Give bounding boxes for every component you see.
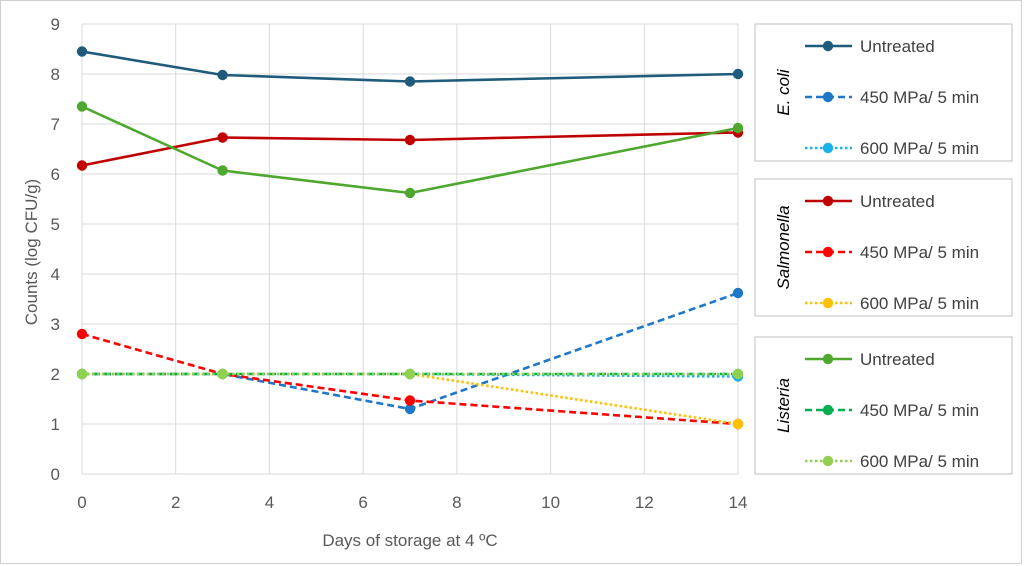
- legend: E. coli Untreated 450 MPa/ 5 min 600 MPa/ 5…: [754, 23, 1013, 475]
- data-point: [217, 368, 228, 380]
- y-tick-label: 4: [51, 265, 60, 284]
- x-tick-label: 10: [541, 493, 560, 512]
- y-tick-label: 7: [51, 115, 60, 134]
- x-tick-label: 2: [171, 493, 180, 512]
- series-line: [81, 332, 739, 426]
- series-line: [82, 291, 739, 411]
- legend-entry: Untreated: [860, 192, 935, 211]
- data-point: [732, 418, 744, 430]
- series-line: [81, 50, 739, 83]
- data-point: [404, 368, 416, 380]
- series-line: [81, 105, 739, 195]
- y-tick-label: 0: [51, 465, 60, 484]
- legend-entry: 600 MPa/ 5 min: [860, 452, 979, 471]
- x-tick-label: 4: [265, 493, 274, 512]
- gridlines: [81, 23, 739, 475]
- x-tick-label: 0: [77, 493, 86, 512]
- legend-entry: 450 MPa/ 5 min: [860, 401, 979, 420]
- data-point: [404, 403, 416, 415]
- data-point: [732, 68, 744, 80]
- data-point: [404, 395, 416, 406]
- data-point: [217, 165, 228, 176]
- x-tick-label: 6: [358, 493, 367, 512]
- data-point: [217, 69, 228, 81]
- data-point: [76, 160, 88, 171]
- legend-marker: [822, 404, 834, 416]
- legend-marker: [822, 455, 834, 467]
- y-tick-label: 9: [51, 15, 60, 34]
- legend-marker: [822, 142, 834, 154]
- legend-box: [754, 23, 1013, 162]
- legend-marker: [822, 91, 834, 103]
- y-tick-label: 5: [51, 215, 60, 234]
- data-point: [732, 368, 744, 380]
- legend-box: [754, 336, 1013, 475]
- series-lines: [76, 46, 744, 430]
- y-tick-label: 3: [51, 315, 60, 334]
- legend-entry: 600 MPa/ 5 min: [860, 139, 979, 158]
- data-point: [732, 122, 744, 134]
- legend-marker: [822, 40, 834, 52]
- legend-marker: [822, 195, 834, 207]
- data-point: [404, 187, 416, 199]
- legend-marker: [822, 246, 834, 258]
- data-point: [76, 46, 88, 57]
- data-point: [76, 328, 88, 340]
- data-point: [404, 134, 416, 146]
- x-axis-title: Days of storage at 4 ºC: [322, 531, 497, 550]
- data-point: [404, 76, 416, 87]
- legend-entry: 600 MPa/ 5 min: [860, 294, 979, 313]
- y-axis-title: Counts (log CFU/g): [22, 179, 41, 325]
- y-tick-label: 8: [51, 65, 60, 84]
- x-tick-label: 14: [729, 493, 748, 512]
- data-point: [76, 101, 88, 112]
- data-point: [217, 132, 228, 143]
- series-line: [81, 131, 739, 167]
- legend-group-label: Salmonella: [774, 205, 793, 289]
- legend-entry: Untreated: [860, 37, 935, 56]
- y-tick-label: 2: [51, 365, 60, 384]
- data-point: [732, 287, 744, 299]
- legend-marker: [822, 353, 834, 365]
- data-point: [76, 368, 88, 380]
- legend-box: [754, 178, 1013, 317]
- x-tick-label: 8: [452, 493, 461, 512]
- legend-marker: [822, 297, 834, 309]
- legend-group-label: Listeria: [774, 378, 793, 433]
- legend-entry: Untreated: [860, 350, 935, 369]
- legend-entry: 450 MPa/ 5 min: [860, 243, 979, 262]
- legend-group-label: E. coli: [774, 68, 793, 116]
- legend-entry: 450 MPa/ 5 min: [860, 88, 979, 107]
- y-tick-label: 1: [51, 415, 60, 434]
- y-tick-label: 6: [51, 165, 60, 184]
- x-tick-label: 12: [635, 493, 654, 512]
